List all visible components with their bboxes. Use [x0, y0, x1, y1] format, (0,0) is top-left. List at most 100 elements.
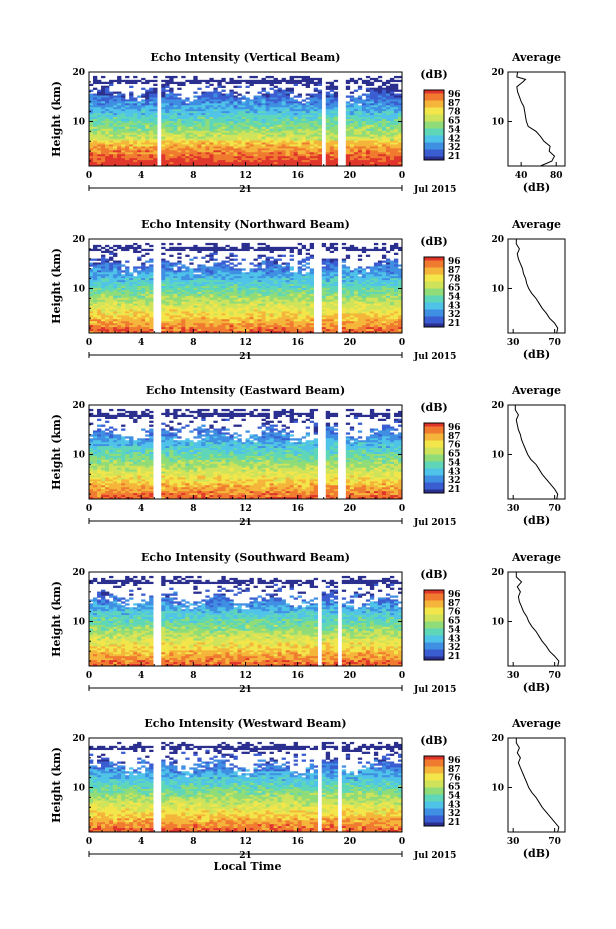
heatmap-cell — [289, 119, 294, 122]
heatmap-cell — [349, 152, 355, 155]
heatmap-cell — [261, 132, 266, 135]
heatmap-cell — [297, 305, 302, 308]
heatmap-cell — [273, 248, 278, 252]
heatmap-cell — [117, 293, 122, 297]
heatmap-cell — [365, 286, 371, 289]
heatmap-cell — [333, 162, 339, 165]
heatmap-cell — [273, 246, 278, 250]
heatmap-cell — [225, 117, 230, 120]
heatmap-cell — [193, 99, 198, 102]
heatmap-cell — [141, 132, 146, 135]
heatmap-cell — [165, 75, 170, 79]
heatmap-cell — [241, 150, 246, 153]
heatmap-cell — [237, 99, 242, 102]
heatmap-cell — [245, 146, 250, 149]
heatmap-cell — [377, 109, 383, 112]
heatmap-cell — [305, 297, 310, 301]
heatmap-cell — [389, 276, 395, 279]
heatmap-cell — [165, 93, 170, 96]
heatmap-cell — [113, 126, 118, 130]
heatmap-cell — [389, 305, 395, 308]
heatmap-cell — [273, 124, 278, 128]
heatmap-cell — [309, 244, 315, 248]
heatmap-cell — [369, 140, 375, 143]
heatmap-cell — [301, 136, 306, 139]
heatmap-cell — [361, 152, 367, 155]
heatmap-cell — [225, 95, 230, 98]
heatmap-cell — [393, 124, 399, 128]
heatmap-cell — [149, 79, 154, 83]
heatmap-cell — [329, 122, 335, 126]
heatmap-cell — [293, 120, 298, 124]
heatmap-cell — [153, 146, 158, 149]
heatmap-cell — [265, 95, 270, 98]
heatmap-cell — [253, 280, 258, 283]
heatmap-cell — [329, 117, 335, 120]
heatmap-cell — [113, 144, 118, 147]
heatmap-cell — [385, 142, 391, 145]
heatmap-cell — [313, 148, 319, 151]
heatmap-cell — [353, 148, 359, 151]
heatmap-cell — [333, 128, 339, 132]
heatmap-cell — [313, 130, 319, 134]
heatmap-cell — [393, 293, 399, 297]
heatmap-cell — [333, 291, 339, 295]
heatmap-cell — [269, 246, 274, 250]
heatmap-cell — [285, 130, 290, 134]
heatmap-cell — [365, 287, 371, 291]
heatmap-cell — [361, 305, 367, 308]
heatmap-cell — [393, 158, 399, 161]
heatmap-cell — [117, 138, 122, 141]
heatmap-cell — [205, 246, 210, 250]
heatmap-cell — [141, 144, 146, 147]
heatmap-cell — [377, 291, 383, 295]
heatmap-cell — [297, 278, 302, 281]
heatmap-cell — [273, 260, 278, 263]
heatmap-cell — [317, 140, 323, 143]
heatmap-cell — [173, 144, 178, 147]
heatmap-cell — [385, 270, 391, 273]
heatmap-cell — [345, 160, 351, 163]
heatmap-cell — [97, 284, 102, 287]
heatmap-cell — [109, 93, 114, 96]
heatmap-cell — [277, 99, 282, 102]
heatmap-cell — [369, 136, 375, 139]
heatmap-cell — [381, 144, 387, 147]
heatmap-cell — [301, 152, 306, 155]
heatmap-cell — [281, 126, 286, 130]
heatmap-cell — [381, 274, 387, 277]
heatmap-cell — [189, 246, 194, 250]
heatmap-cell — [237, 262, 242, 265]
heatmap-cell — [345, 305, 351, 308]
heatmap-cell — [185, 303, 190, 306]
heatmap-cell — [377, 280, 383, 283]
heatmap-cell — [333, 262, 339, 265]
heatmap-cell — [317, 144, 323, 147]
heatmap-cell — [201, 136, 206, 139]
heatmap-cell — [153, 119, 158, 122]
heatmap-cell — [241, 115, 246, 118]
heatmap-cell — [177, 248, 182, 252]
heatmap-cell — [253, 248, 258, 252]
heatmap-cell — [245, 299, 250, 302]
heatmap-cell — [249, 291, 254, 295]
heatmap-cell — [213, 138, 218, 141]
heatmap-cell — [389, 164, 395, 167]
heatmap-cell — [389, 287, 395, 291]
heatmap-cell — [385, 115, 391, 118]
heatmap-cell — [185, 117, 190, 120]
heatmap-cell — [281, 95, 286, 98]
heatmap-cell — [301, 83, 306, 87]
heatmap-cell — [229, 144, 234, 147]
heatmap-cell — [145, 156, 150, 159]
heatmap-cell — [105, 266, 110, 269]
heatmap-cell — [385, 95, 391, 98]
heatmap-cell — [373, 140, 379, 143]
heatmap-cell — [209, 248, 214, 252]
heatmap-cell — [245, 107, 250, 110]
heatmap-cell — [353, 156, 359, 159]
heatmap-cell — [281, 254, 286, 257]
heatmap-cell — [393, 264, 399, 267]
heatmap-cell — [89, 301, 94, 304]
heatmap-cell — [221, 299, 226, 302]
